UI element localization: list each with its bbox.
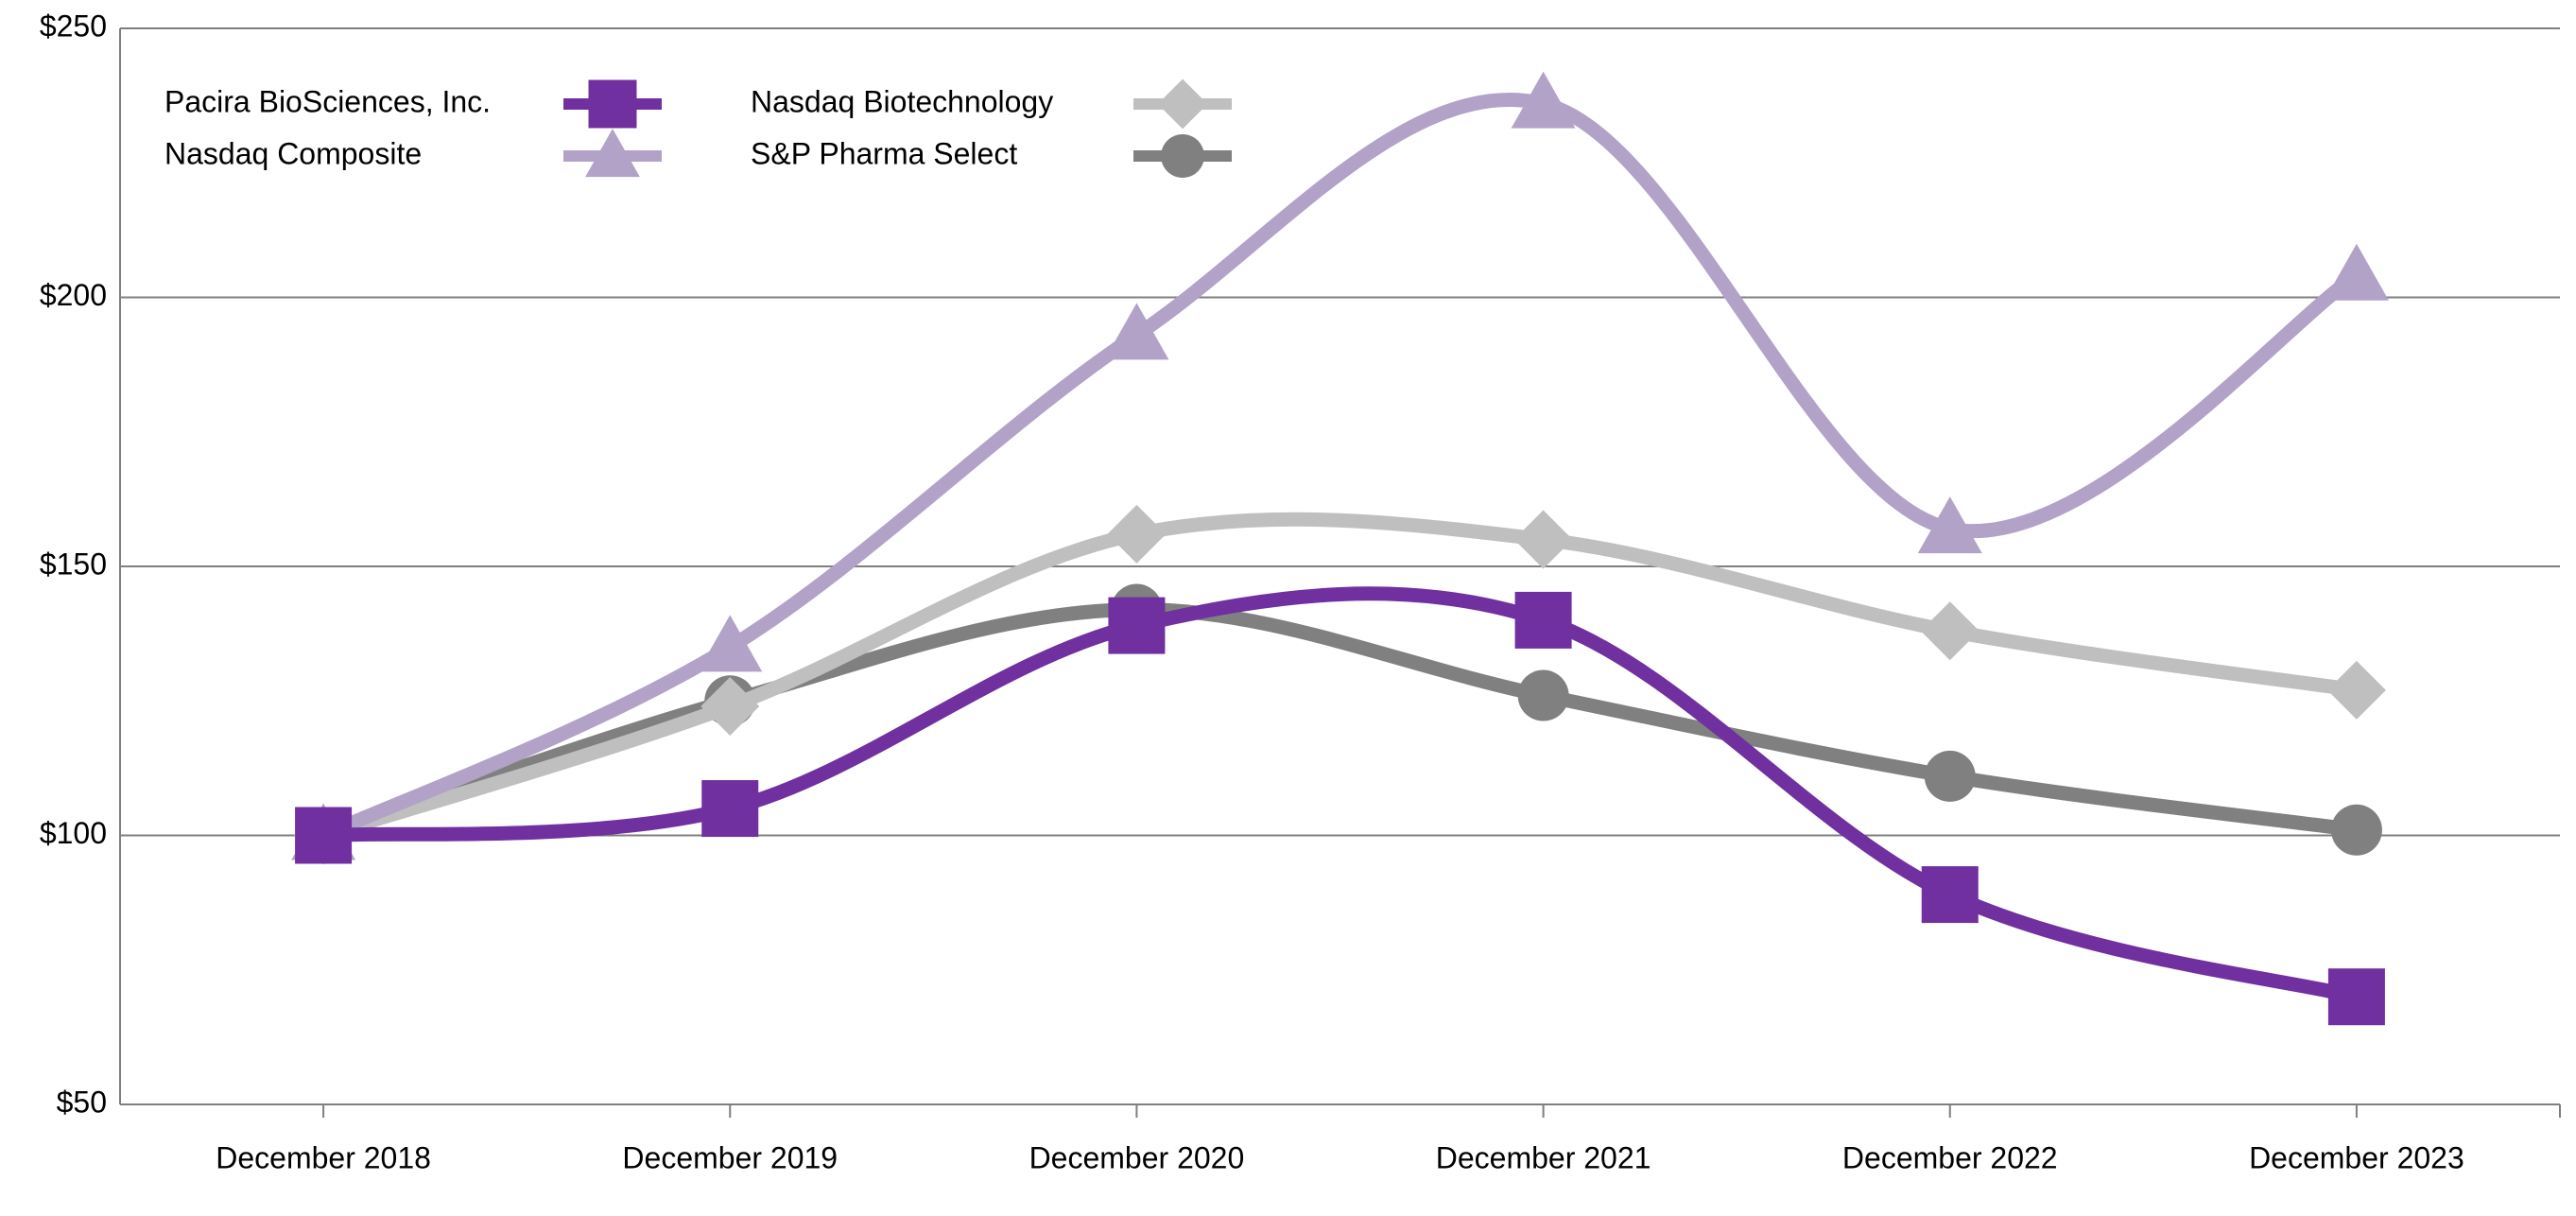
marker (1511, 71, 1576, 129)
x-tick-label: December 2021 (1436, 1140, 1651, 1174)
marker (1921, 866, 1979, 924)
marker (2324, 243, 2389, 301)
x-tick-label: December 2020 (1029, 1140, 1245, 1174)
legend-label: S&P Pharma Select (751, 136, 1017, 170)
legend-marker (1157, 78, 1208, 130)
marker (1920, 601, 1980, 661)
marker (1917, 496, 1982, 554)
marker (700, 676, 760, 736)
legend-marker (1161, 134, 1204, 178)
marker (295, 807, 353, 864)
legend-label: Nasdaq Composite (164, 136, 422, 170)
marker (1517, 669, 1569, 721)
x-tick-label: December 2023 (2249, 1140, 2464, 1174)
marker (1513, 510, 1573, 569)
series-line (316, 602, 2364, 843)
legend-label: Nasdaq Biotechnology (751, 84, 1053, 118)
legend-marker (588, 79, 637, 129)
y-tick-label: $50 (57, 1085, 107, 1119)
marker (1514, 591, 1572, 649)
marker (2330, 804, 2382, 856)
marker (701, 780, 759, 838)
legend-marker (585, 129, 640, 178)
x-tick-label: December 2019 (622, 1140, 838, 1174)
marker (2326, 660, 2386, 720)
series-line (316, 512, 2364, 843)
x-tick-label: December 2018 (216, 1140, 431, 1174)
marker (2327, 968, 2385, 1026)
marker (1104, 303, 1169, 360)
legend-label: Pacira BioSciences, Inc. (164, 84, 491, 118)
y-tick-label: $100 (40, 816, 107, 850)
y-tick-label: $250 (40, 9, 107, 43)
x-tick-label: December 2022 (1842, 1140, 2058, 1174)
y-tick-label: $150 (40, 547, 107, 581)
marker (698, 615, 763, 672)
marker (1108, 597, 1166, 654)
marker (1924, 750, 1976, 802)
y-tick-label: $200 (40, 278, 107, 312)
marker (1107, 504, 1167, 564)
series-line (316, 586, 2364, 1004)
